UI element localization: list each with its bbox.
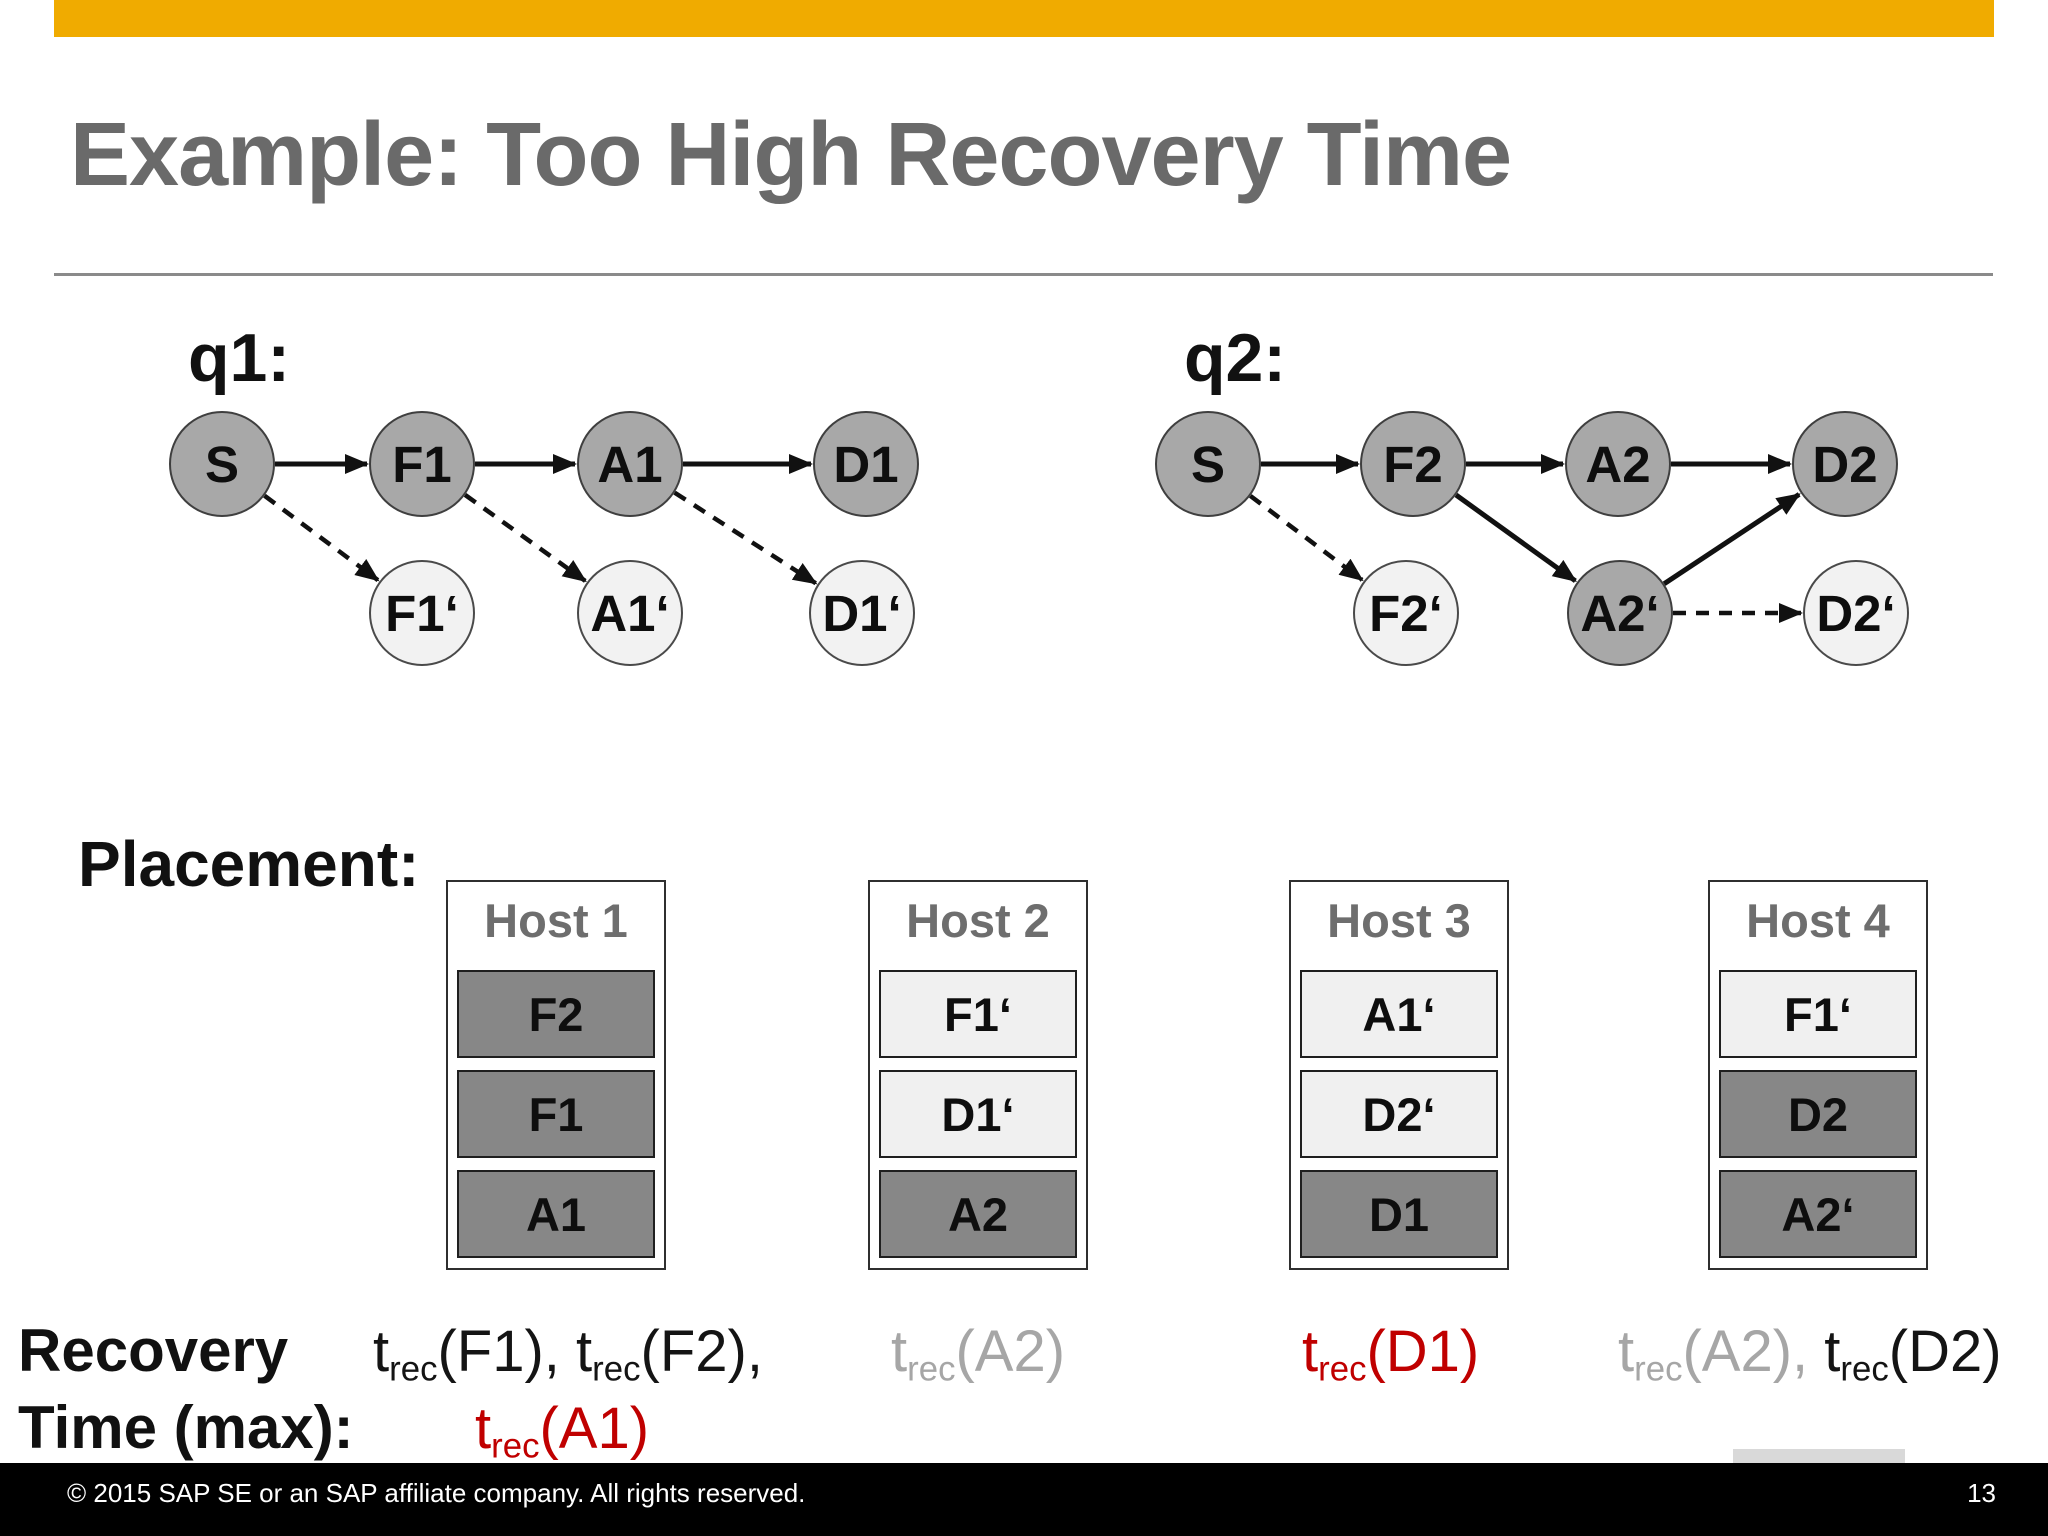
node-label-q2-D2: D2 [1812,436,1877,493]
node-q1-F1 [369,411,475,517]
host-2-item-D1p: D1‘ [879,1070,1077,1158]
node-q1-S [169,411,275,517]
trec-term-A2: trec(A2) [1618,1319,1793,1389]
host-4-item-D2: D2 [1719,1070,1917,1158]
node-q2-F2 [1360,411,1466,517]
host-3-item-D1: D1 [1300,1170,1498,1258]
node-q1-F1p [369,560,475,666]
node-q2-S [1155,411,1261,517]
title-divider [54,273,1993,276]
trec-term-D1: trec(D1) [1302,1319,1480,1389]
node-label-q1-D1p: D1‘ [822,585,901,642]
edge-q2-S-q2-F2p-dashed [1248,494,1364,582]
host-1-item-F2: F2 [457,970,655,1058]
edge-q1-F1-q1-A1p-dashed [463,493,587,583]
host-title-3: Host 3 [1327,894,1471,947]
recovery-formula-group-1: trec(F1), trec(F2), [373,1323,763,1388]
host-3-item-D2p: D2‘ [1300,1070,1498,1158]
host-4-item-A2p: A2‘ [1719,1170,1917,1258]
separator: , [746,1319,763,1384]
node-label-q2-D2p: D2‘ [1816,585,1895,642]
separator: , [1792,1319,1825,1384]
node-label-q1-F1: F1 [392,436,452,493]
edge-q2-A2p-q2-D2-solid [1662,492,1801,586]
trec-term-D2: trec(D2) [1824,1319,2002,1389]
page-number: 13 [1967,1478,1996,1508]
host-title-2: Host 2 [906,894,1050,947]
placement-label: Placement: [78,828,420,900]
node-label-q2-F2p: F2‘ [1369,585,1443,642]
node-q2-D2p [1803,560,1909,666]
query-graphs-canvas: S F1 A1 D1 F1‘ A1‘ D1‘ S F2 A2 D2 F2‘ A2‘ D2‘ [169,411,1909,666]
graph-label-1: q1: [188,320,290,396]
recovery-formula-group-4: trec(A2), trec(D2) [1618,1323,2002,1388]
recovery-label-line2: Time (max): [18,1394,354,1461]
node-label-q1-F1p: F1‘ [385,585,459,642]
host-box-2: Host 2 F1‘ D1‘ A2 [868,880,1088,1270]
trec-term-F1: trec(F1) [373,1319,544,1389]
recovery-formula-group-5: trec(A1) [475,1400,649,1465]
host-2-item-F1p: F1‘ [879,970,1077,1058]
recovery-label-line1: Recovery [18,1317,289,1384]
trec-term-A1: trec(A1) [475,1396,650,1466]
graph-label-2: q2: [1184,320,1286,396]
host-3-item-A1p: A1‘ [1300,970,1498,1058]
node-q2-A2 [1565,411,1671,517]
node-q1-A1 [577,411,683,517]
page-title: Example: Too High Recovery Time [70,105,1512,205]
background-artifact [1733,1449,1905,1463]
edge-q1-A1-q1-D1p-dashed [673,490,818,586]
node-label-q1-S: S [205,436,239,493]
node-q1-A1p [577,560,683,666]
node-q1-D1 [813,411,919,517]
edge-q2-F2-q2-A2p-solid [1454,492,1577,583]
host-1-item-F1: F1 [457,1070,655,1158]
node-label-q2-F2: F2 [1383,436,1443,493]
node-label-q2-S: S [1191,436,1225,493]
node-q2-F2p [1353,560,1459,666]
trec-term-A2: trec(A2) [891,1319,1066,1389]
host-title-1: Host 1 [484,894,628,947]
top-accent-bar [54,0,1994,37]
trec-term-F2: trec(F2) [576,1319,747,1389]
host-box-4: Host 4 F1‘ D2 A2‘ [1708,880,1928,1270]
host-4-item-F1p: F1‘ [1719,970,1917,1058]
edge-q1-S-q1-F1p-dashed [263,493,380,582]
node-label-q2-A2: A2 [1585,436,1650,493]
host-1-item-A1: A1 [457,1170,655,1258]
host-box-3: Host 3 A1‘ D2‘ D1 [1289,880,1509,1270]
recovery-formula-group-2: trec(A2) [891,1323,1065,1388]
footer-bar: © 2015 SAP SE or an SAP affiliate compan… [0,1463,2048,1536]
node-label-q1-A1p: A1‘ [590,585,669,642]
node-q1-D1p [809,560,915,666]
host-title-4: Host 4 [1746,894,1890,947]
node-label-q1-D1: D1 [833,436,898,493]
node-q2-D2 [1792,411,1898,517]
copyright-text: © 2015 SAP SE or an SAP affiliate compan… [67,1478,806,1508]
separator: , [543,1319,577,1384]
host-box-1: Host 1 F2 F1 A1 [446,880,666,1270]
host-2-item-A2: A2 [879,1170,1077,1258]
recovery-formula-group-3: trec(D1) [1302,1323,1479,1388]
node-label-q1-A1: A1 [597,436,662,493]
node-q2-A2p [1567,560,1673,666]
node-label-q2-A2p: A2‘ [1580,585,1659,642]
